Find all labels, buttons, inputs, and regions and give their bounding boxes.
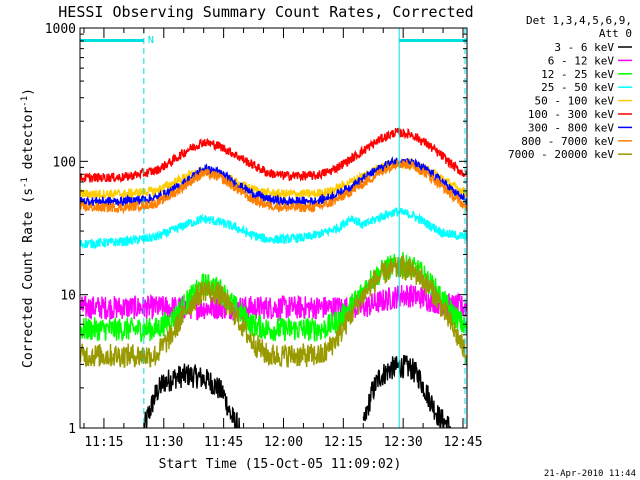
legend-label: 7000 - 20000 keV — [508, 148, 614, 161]
series-line — [80, 155, 467, 209]
legend-label: 300 - 800 keV — [528, 121, 614, 134]
x-axis: 11:15 11:30 11:45 12:00 12:15 12:30 12:45 — [83, 28, 483, 450]
legend-label: 12 - 25 keV — [541, 68, 614, 81]
y-tick-label: 1 — [68, 422, 76, 437]
flag-label: N — [148, 35, 154, 46]
flag-bar — [399, 39, 467, 42]
series-line — [80, 127, 467, 183]
y-axis-label-part2: detector — [21, 107, 36, 178]
y-axis-label-sup1: -1 — [20, 177, 30, 188]
series-line — [80, 284, 467, 322]
series-line — [80, 254, 467, 369]
x-tick-label: 11:45 — [204, 435, 243, 450]
y-tick-label: 10 — [60, 289, 76, 304]
y-tick-label: 100 — [53, 155, 76, 170]
series-layer — [80, 127, 467, 428]
x-axis-label: Start Time (15-Oct-05 11:09:02) — [159, 457, 402, 472]
flag-bar — [80, 39, 144, 42]
y-axis-label: Corrected Count Rate (s-1 detector-1) — [20, 88, 36, 368]
legend-label: 800 - 7000 keV — [521, 135, 614, 148]
legend-label: 6 - 12 keV — [548, 54, 615, 67]
legend-header-line1: Det 1,3,4,5,6,9, — [526, 14, 632, 27]
y-axis-label-part3: ) — [21, 88, 36, 96]
chart-title: HESSI Observing Summary Count Rates, Cor… — [58, 3, 473, 21]
legend-label: 3 - 6 keV — [554, 41, 614, 54]
x-tick-label: 11:15 — [84, 435, 123, 450]
x-tick-label: 11:30 — [144, 435, 183, 450]
y-axis-label-sup2: -1 — [20, 96, 30, 107]
legend-label: 50 - 100 keV — [535, 95, 615, 108]
x-tick-label: 12:00 — [264, 435, 303, 450]
legend-label: 100 - 300 keV — [528, 108, 614, 121]
y-axis-label-part1: Corrected Count Rate (s — [21, 188, 36, 368]
legend-header-line2: Att 0 — [599, 27, 632, 40]
x-tick-label: 12:15 — [324, 435, 363, 450]
footer-date: 21-Apr-2010 11:44 — [544, 469, 636, 479]
series-line — [143, 354, 452, 428]
series-line — [80, 207, 467, 250]
flags-layer: N — [80, 35, 467, 46]
series-line — [80, 157, 467, 200]
y-tick-label: 1000 — [45, 22, 76, 37]
y-axis: 1 10 100 1000 — [45, 22, 467, 437]
x-tick-label: 12:45 — [443, 435, 482, 450]
plot-frame — [79, 27, 468, 429]
x-tick-label: 12:30 — [384, 435, 423, 450]
legend-label: 25 - 50 keV — [541, 81, 614, 94]
series-line — [80, 159, 467, 215]
